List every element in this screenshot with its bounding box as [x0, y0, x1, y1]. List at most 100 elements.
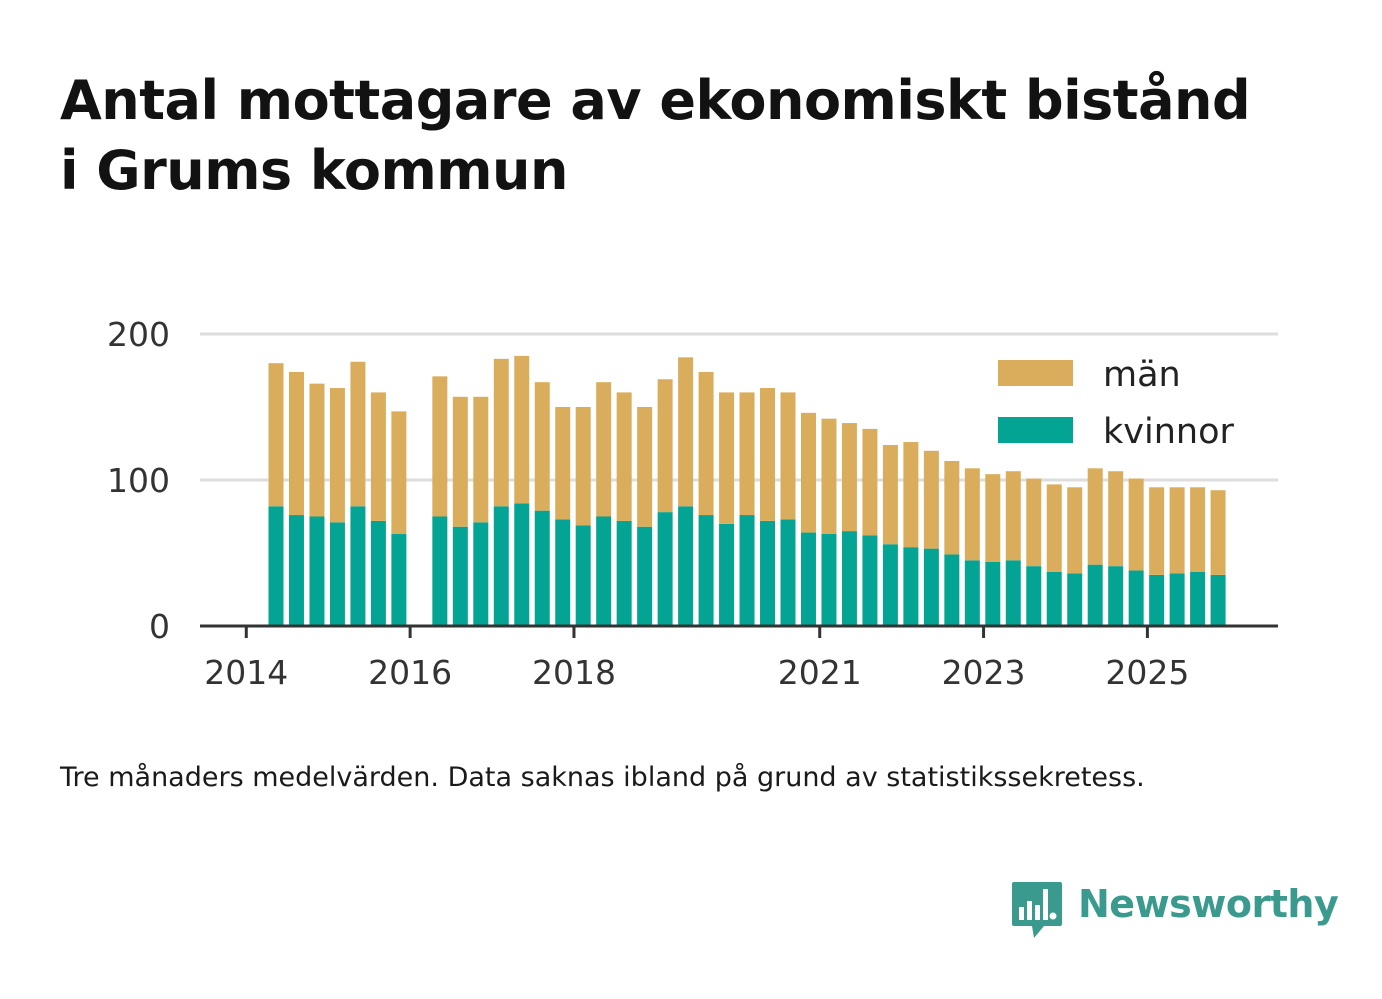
- legend-label-män: män: [1103, 355, 1181, 395]
- bar-man-1: [288, 371, 304, 516]
- bar-kvinnor-21: [698, 515, 714, 626]
- bar-kvinnor-43: [1149, 574, 1165, 626]
- bar-kvinnor-9: [452, 526, 468, 626]
- bar-kvinnor-37: [1026, 566, 1042, 626]
- bar-kvinnor-15: [575, 525, 591, 626]
- bar-kvinnor-18: [637, 526, 653, 626]
- bar-kvinnor-34: [964, 560, 980, 626]
- bar-man-25: [780, 392, 796, 520]
- bar-kvinnor-10: [473, 522, 489, 626]
- bar-man-0: [268, 363, 284, 507]
- chart-speech-bubble-icon: [1012, 882, 1062, 938]
- bar-man-5: [370, 392, 386, 521]
- bar-man-13: [534, 382, 550, 511]
- bar-kvinnor-1: [288, 515, 304, 626]
- bar-kvinnor-46: [1210, 574, 1226, 626]
- bar-man-46: [1210, 490, 1226, 575]
- bar-man-43: [1149, 487, 1165, 575]
- newsworthy-logo[interactable]: Newsworthy: [1010, 878, 1339, 942]
- bar-kvinnor-33: [944, 554, 960, 626]
- bar-man-36: [1005, 471, 1021, 561]
- bar-man-2: [309, 383, 325, 517]
- bar-man-10: [473, 396, 489, 523]
- bar-kvinnor-40: [1087, 564, 1103, 626]
- bars: [268, 355, 1226, 626]
- bar-man-6: [391, 411, 407, 535]
- bar-man-34: [964, 468, 980, 561]
- bar-kvinnor-32: [923, 548, 939, 626]
- bar-kvinnor-17: [616, 520, 632, 626]
- bar-man-29: [862, 428, 878, 536]
- bar-kvinnor-35: [985, 561, 1001, 626]
- bar-kvinnor-3: [329, 522, 345, 626]
- bar-man-37: [1026, 478, 1042, 567]
- footnote: Tre månaders medelvärden. Data saknas ib…: [60, 762, 1145, 793]
- y-tick-label-0: 0: [149, 607, 170, 646]
- bar-kvinnor-6: [391, 534, 407, 626]
- bar-man-31: [903, 442, 919, 548]
- bar-kvinnor-13: [534, 510, 550, 626]
- bar-man-27: [821, 418, 837, 535]
- bar-kvinnor-2: [309, 516, 325, 626]
- bar-man-42: [1128, 478, 1144, 571]
- legend: män kvinnor: [998, 355, 1234, 452]
- bar-man-18: [637, 407, 653, 527]
- bar-man-17: [616, 392, 632, 521]
- bar-man-44: [1169, 487, 1185, 574]
- bar-kvinnor-8: [432, 516, 448, 626]
- bar-kvinnor-20: [678, 506, 694, 626]
- bar-man-14: [555, 407, 571, 520]
- bar-kvinnor-39: [1067, 573, 1083, 626]
- bar-kvinnor-42: [1128, 570, 1144, 626]
- bar-man-45: [1190, 487, 1206, 572]
- x-tick-label-2021: 2021: [778, 653, 862, 692]
- bar-man-33: [944, 461, 960, 555]
- bar-kvinnor-31: [903, 547, 919, 626]
- bar-kvinnor-36: [1005, 560, 1021, 626]
- bar-kvinnor-12: [514, 503, 530, 626]
- bar-man-11: [493, 358, 509, 507]
- bar-man-19: [657, 379, 673, 513]
- bar-kvinnor-14: [555, 519, 571, 626]
- bar-man-40: [1087, 468, 1103, 565]
- brand-name: Newsworthy: [1078, 882, 1339, 926]
- legend-swatch-kvinnor: [998, 417, 1073, 443]
- x-tick-label-2014: 2014: [204, 653, 288, 692]
- bar-man-32: [923, 450, 939, 549]
- bar-man-28: [841, 423, 857, 532]
- bar-man-16: [596, 382, 612, 517]
- bar-man-30: [882, 444, 898, 545]
- bar-man-39: [1067, 487, 1083, 574]
- bar-kvinnor-4: [350, 506, 366, 626]
- chart-title-line-2: i Grums kommun: [60, 139, 568, 202]
- bar-kvinnor-26: [800, 532, 816, 626]
- bar-kvinnor-28: [841, 531, 857, 626]
- bar-kvinnor-16: [596, 516, 612, 626]
- bar-kvinnor-23: [739, 515, 755, 626]
- legend-label-kvinnor: kvinnor: [1103, 412, 1234, 452]
- axes: 0 100 200 2014 2016 2018 2021 2023 2025: [107, 315, 1278, 692]
- bar-man-3: [329, 388, 345, 523]
- chart-title-line-1: Antal mottagare av ekonomiskt bistånd: [60, 69, 1251, 132]
- x-tick-label-2018: 2018: [532, 653, 616, 692]
- legend-swatch-män: [998, 360, 1073, 386]
- x-tick-label-2025: 2025: [1105, 653, 1189, 692]
- bar-kvinnor-30: [882, 544, 898, 626]
- bar-man-24: [760, 388, 776, 521]
- y-tick-label-100: 100: [107, 461, 170, 500]
- bar-man-41: [1108, 471, 1124, 567]
- bar-kvinnor-19: [657, 512, 673, 626]
- bar-man-26: [800, 412, 816, 533]
- bar-kvinnor-27: [821, 534, 837, 626]
- bar-kvinnor-45: [1190, 571, 1206, 626]
- bar-man-8: [432, 376, 448, 517]
- stacked-bar-chart: 0 100 200 2014 2016 2018 2021 2023 2025 män kvinn…: [107, 315, 1278, 692]
- bar-man-38: [1046, 484, 1062, 572]
- bar-kvinnor-25: [780, 519, 796, 626]
- bar-kvinnor-22: [719, 523, 735, 626]
- bar-man-22: [719, 392, 735, 524]
- bar-kvinnor-41: [1108, 566, 1124, 626]
- bar-kvinnor-29: [862, 535, 878, 626]
- bar-man-4: [350, 361, 366, 507]
- bar-man-20: [678, 357, 694, 507]
